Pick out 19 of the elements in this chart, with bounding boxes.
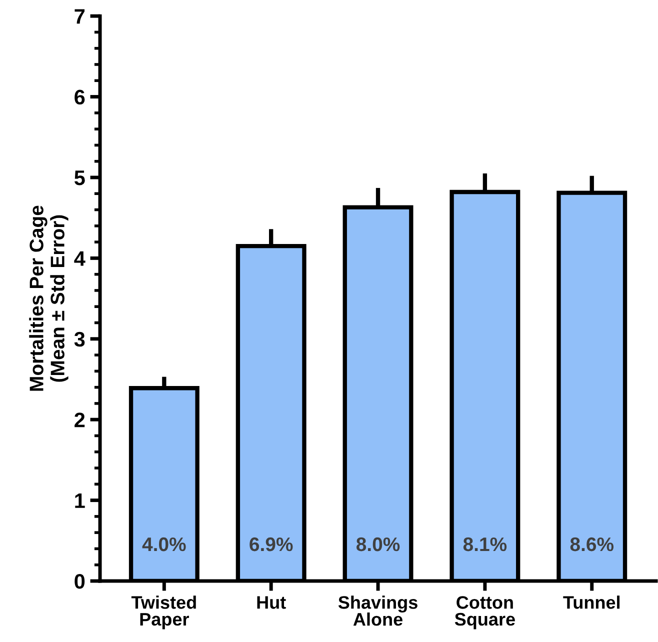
y-tick-label: 3	[74, 332, 85, 347]
x-tick-label: Twisted Paper	[131, 596, 196, 630]
y-tick-label: 2	[74, 412, 85, 428]
y-tick-label: 1	[75, 494, 85, 508]
y-tick-label: 5	[74, 170, 85, 186]
annotation: 8.6%	[570, 537, 614, 552]
x-tick-label: Shavings Alone	[338, 596, 418, 626]
y-tick-label: 4	[74, 251, 86, 266]
y-tick-label: 6	[74, 90, 85, 105]
annotation: 8.0%	[356, 537, 400, 552]
annotation: 6.9%	[250, 537, 293, 552]
x-tick-label: Hut	[257, 596, 286, 609]
annotation: 4.0%	[142, 537, 186, 552]
y-tick-label: 0	[74, 574, 85, 589]
x-tick-label: Tunnel	[563, 596, 620, 609]
y-tick-label: 7	[74, 9, 85, 24]
y-axis-title: Mortalities Per Cage (Mean ± Std Error)	[29, 206, 68, 391]
x-tick-label: Cotton Square	[454, 596, 515, 630]
annotation: 8.1%	[463, 537, 507, 552]
